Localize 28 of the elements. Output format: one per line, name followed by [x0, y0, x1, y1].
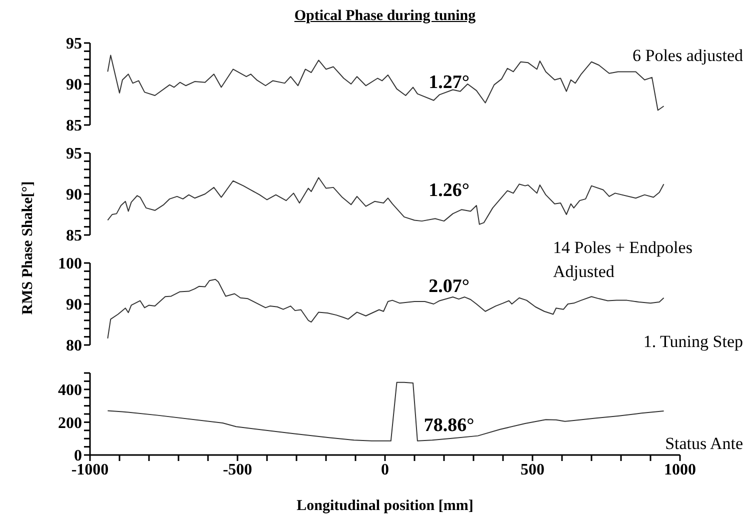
y-tick-label: 200 [58, 414, 82, 432]
line-series [107, 177, 664, 225]
line-series [107, 382, 664, 442]
series-label: 6 Poles adjusted [632, 45, 743, 67]
y-tick-label: 90 [66, 76, 82, 94]
y-tick-label: 85 [66, 228, 82, 245]
y-tick-label: 400 [58, 382, 82, 400]
y-tick-label: 100 [58, 256, 82, 273]
y-tick-label: 80 [66, 338, 82, 355]
x-tick-label: -500 [222, 461, 252, 478]
y-tick-label: 90 [66, 296, 82, 314]
y-axis-title: RMS Phase Shake[°] [19, 180, 37, 317]
chart-title: Optical Phase during tuning [293, 8, 477, 25]
series-label: Status Ante [664, 433, 743, 455]
x-tick-label: 1000 [664, 461, 696, 478]
annotation: 2.07° [428, 276, 470, 298]
annotation: 78.86° [422, 415, 476, 437]
series-label: 14 Poles + Endpoles Adjusted [553, 237, 694, 283]
series-label: 1. Tuning Step [642, 331, 743, 353]
y-tick-label: 85 [66, 118, 82, 135]
x-axis-title: Longitudinal position [mm] [296, 498, 474, 515]
x-tick-label: 0 [381, 461, 389, 478]
annotation: 1.27° [428, 72, 470, 94]
annotation: 1.26° [428, 180, 470, 202]
y-tick-label: 90 [66, 186, 82, 204]
y-tick-label: 95 [66, 146, 82, 163]
y-tick-label: 95 [66, 36, 82, 53]
x-tick-label: 500 [520, 461, 544, 478]
